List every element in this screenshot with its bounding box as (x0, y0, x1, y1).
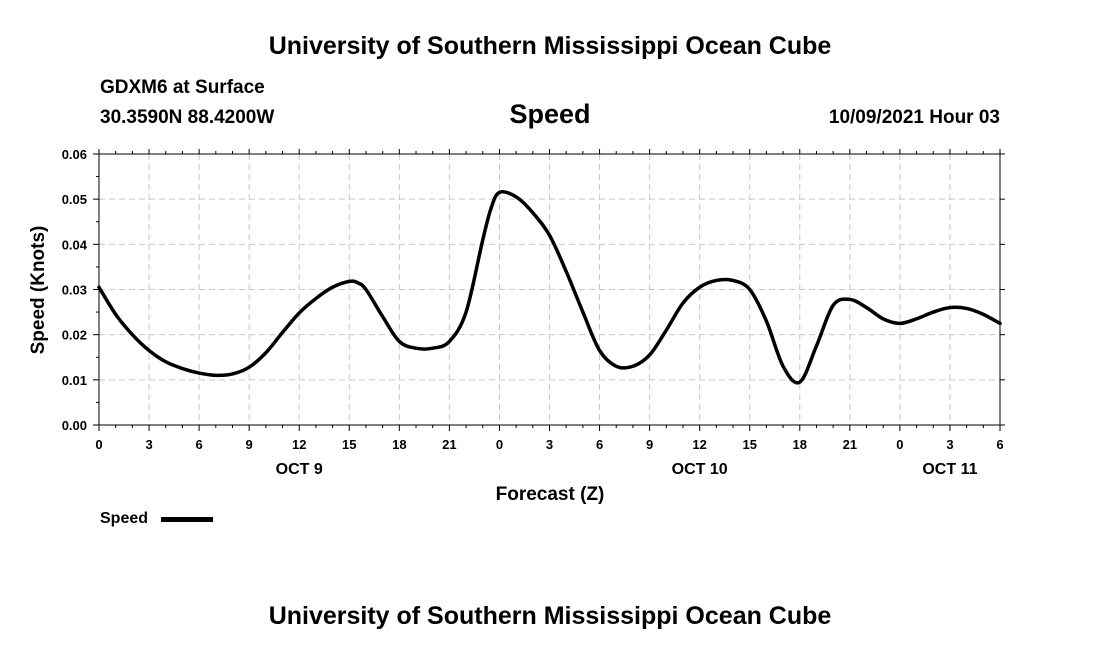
y-tick-label: 0.03 (62, 283, 87, 298)
x-tick-label: 15 (342, 437, 356, 452)
x-tick-label: 6 (596, 437, 603, 452)
x-tick-label: 0 (496, 437, 503, 452)
axis-ticks (93, 149, 1005, 431)
grid-lines (99, 154, 1000, 425)
datetime-label: 10/09/2021 Hour 03 (828, 107, 1000, 128)
speed-series-line (97, 190, 1002, 385)
y-tick-label: 0.04 (62, 237, 88, 252)
x-axis-label: Forecast (Z) (496, 484, 605, 505)
x-tick-label: 18 (392, 437, 406, 452)
x-tick-label: 6 (996, 437, 1003, 452)
date-labels: OCT 9 OCT 10 OCT 11 (276, 461, 978, 478)
footer-title: University of Southern Mississippi Ocean… (268, 602, 832, 630)
y-tick-label: 0.02 (62, 328, 87, 343)
x-tick-label: 12 (292, 437, 306, 452)
y-tick-label: 0.06 (62, 147, 87, 162)
station-label: GDXM6 at Surface (100, 77, 265, 98)
x-tick-label: 18 (793, 437, 807, 452)
y-tick-label: 0.05 (62, 192, 87, 207)
date-label: OCT 9 (276, 461, 323, 478)
x-tick-label: 15 (742, 437, 756, 452)
x-tick-label: 9 (246, 437, 253, 452)
date-label: OCT 11 (922, 461, 977, 478)
x-tick-label: 21 (442, 437, 456, 452)
y-tick-labels: 0.00 0.01 0.02 0.03 0.04 0.05 0.06 (62, 147, 88, 433)
y-tick-label: 0.01 (62, 373, 87, 388)
y-axis-label: Speed (Knots) (28, 226, 49, 355)
x-tick-label: 21 (843, 437, 857, 452)
x-tick-label: 6 (195, 437, 202, 452)
x-tick-label: 12 (692, 437, 706, 452)
x-tick-label: 3 (145, 437, 152, 452)
coordinates-label: 30.3590N 88.4200W (100, 107, 275, 128)
x-tick-label: 3 (546, 437, 553, 452)
date-label: OCT 10 (672, 461, 728, 478)
y-tick-label: 0.00 (62, 418, 87, 433)
x-tick-label: 0 (95, 437, 102, 452)
x-tick-label: 0 (896, 437, 903, 452)
chart-main-title: University of Southern Mississippi Ocean… (268, 32, 832, 60)
variable-title: Speed (509, 99, 591, 129)
x-tick-label: 3 (946, 437, 953, 452)
legend-label: Speed (100, 510, 149, 527)
x-tick-label: 9 (646, 437, 653, 452)
legend-line-swatch (161, 517, 213, 522)
x-tick-labels: 0 3 6 9 12 15 18 21 0 3 6 9 12 15 18 21 0 3 6 (95, 437, 1003, 452)
